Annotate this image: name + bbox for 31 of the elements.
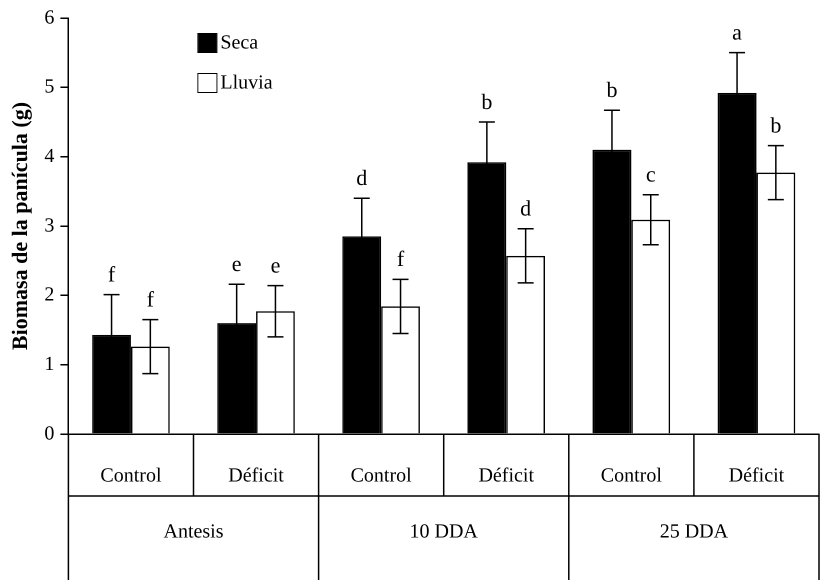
x-tick-label: Control bbox=[100, 464, 162, 486]
x-tick-label: Control bbox=[600, 464, 662, 486]
data-label: d bbox=[356, 165, 368, 190]
x-tick-label: Déficit bbox=[728, 464, 785, 486]
data-label: f bbox=[146, 286, 155, 312]
data-label: b bbox=[606, 76, 618, 102]
data-label: a bbox=[732, 19, 742, 44]
data-label: e bbox=[270, 252, 280, 278]
x-tick-label: Déficit bbox=[228, 464, 284, 486]
y-tick-label: 2 bbox=[44, 284, 54, 306]
y-tick-label: 0 bbox=[44, 422, 54, 444]
text: Antesis bbox=[164, 520, 224, 542]
y-tick-label: 6 bbox=[44, 6, 54, 28]
data-label: c bbox=[646, 162, 656, 187]
y-tick-label: 4 bbox=[44, 144, 54, 167]
y-tick-label: 5 bbox=[44, 76, 54, 98]
y-tick-label: 1 bbox=[44, 352, 54, 375]
data-label: b bbox=[481, 88, 492, 114]
x-tick-label: Control bbox=[350, 464, 412, 486]
legend-label: Seca bbox=[220, 31, 258, 54]
y-axis-title: Biomasa de la panícula (g) bbox=[6, 102, 32, 350]
x-tick-label: Déficit bbox=[478, 464, 534, 486]
data-label: f bbox=[108, 261, 116, 286]
data-label: e bbox=[232, 251, 242, 276]
y-tick-label: 3 bbox=[44, 214, 54, 236]
legend-label: Lluvia bbox=[220, 71, 273, 94]
data-label: d bbox=[520, 196, 532, 221]
data-label: f bbox=[396, 246, 405, 272]
data-label: b bbox=[770, 112, 782, 138]
text: 25 DDA bbox=[660, 520, 729, 542]
text: 10 DDA bbox=[410, 520, 478, 542]
